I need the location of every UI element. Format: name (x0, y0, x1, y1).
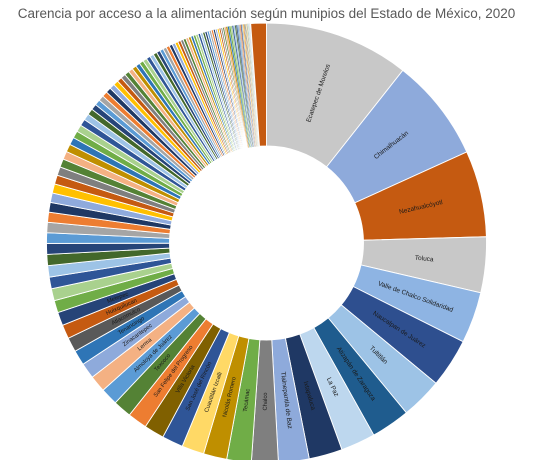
slice-label: Chalco (263, 392, 269, 410)
slice-label: Toluca (414, 255, 434, 264)
slice-label: Tecámac (243, 388, 252, 412)
chart-title: Carencia por acceso a la alimentación se… (17, 6, 516, 21)
donut-slice (250, 22, 267, 147)
